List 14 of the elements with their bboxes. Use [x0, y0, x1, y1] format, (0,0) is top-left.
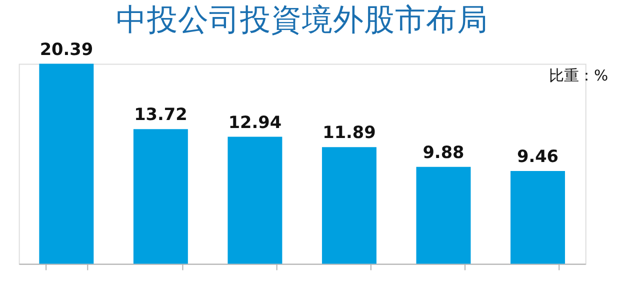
chart-title: 中投公司投資境外股市布局 [116, 3, 488, 38]
bar [416, 166, 471, 264]
data-label: 13.72 [134, 104, 188, 124]
bar [39, 64, 94, 264]
data-label: 20.39 [40, 38, 94, 59]
data-label: 9.46 [516, 146, 559, 166]
data-label: 11.89 [322, 122, 376, 142]
bar [228, 136, 282, 264]
bar [322, 147, 376, 264]
annotation: 比重：% [549, 66, 608, 85]
bar [133, 129, 188, 264]
data-label: 12.94 [228, 112, 282, 132]
bar [510, 170, 565, 264]
data-label: 9.88 [422, 142, 464, 162]
